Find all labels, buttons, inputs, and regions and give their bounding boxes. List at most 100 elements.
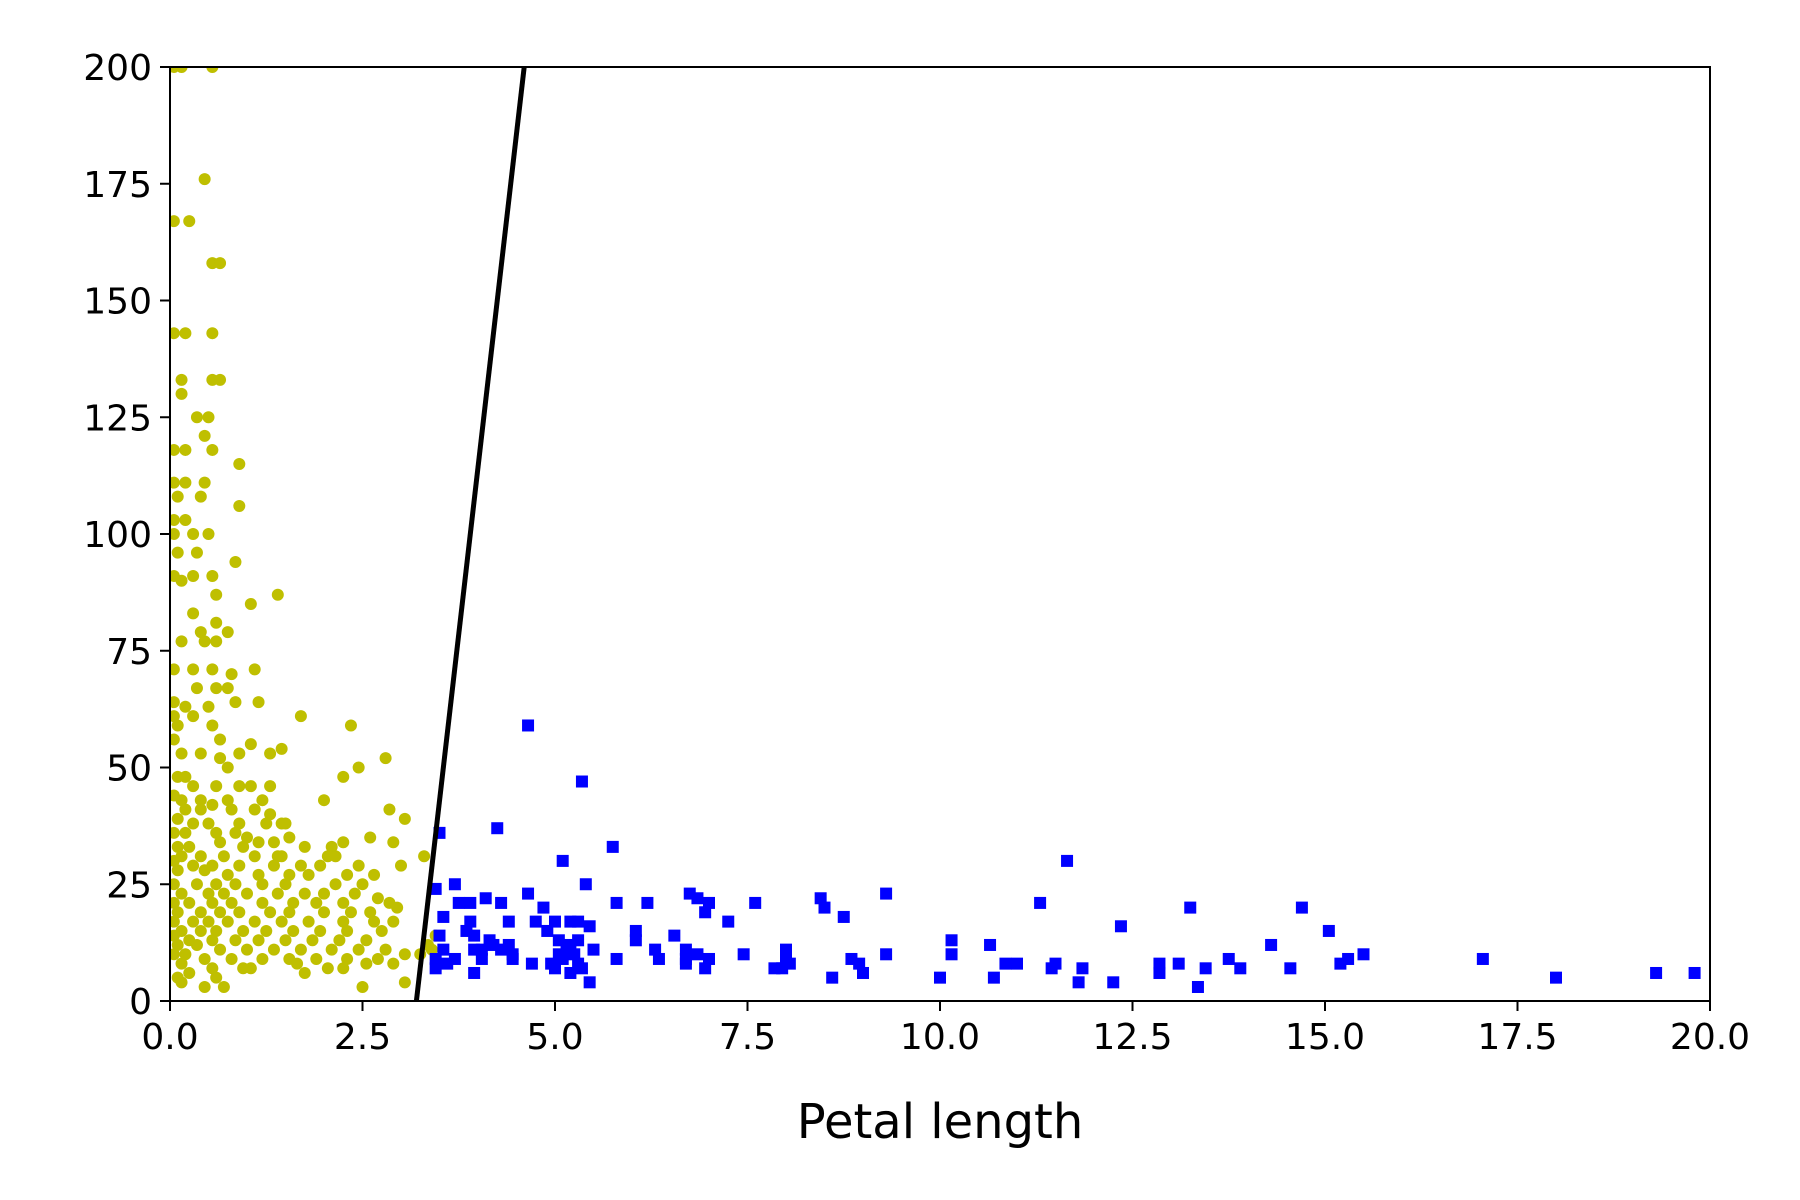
data-point-square [1322,924,1335,937]
data-point-circle [187,663,200,676]
data-point-circle [214,257,227,270]
data-point-square [437,943,450,956]
data-point-circle [198,980,211,993]
data-point-square [583,920,596,933]
data-point-square [853,957,866,970]
data-point-circle [233,859,246,872]
data-point-circle [264,747,277,760]
data-point-circle [341,924,354,937]
data-point-circle [194,906,207,919]
data-point-circle [175,574,188,587]
x-tick-label: 17.5 [1477,1017,1557,1058]
data-point-circle [170,915,180,928]
data-point-circle [260,924,273,937]
data-point-circle [194,924,207,937]
data-point-square [699,962,712,975]
data-point-square [814,892,827,905]
data-point-square [629,924,642,937]
data-point-circle [175,976,188,989]
data-point-circle [364,906,377,919]
data-point-circle [233,499,246,512]
data-point-square [1076,962,1089,975]
data-point-circle [198,429,211,442]
data-point-circle [221,794,234,807]
data-point-square [587,943,600,956]
data-point-square [703,896,715,909]
data-point-square [987,971,1000,984]
y-tick-label: 150 [83,282,152,323]
x-tick-label: 7.5 [719,1017,776,1058]
data-point-circle [325,943,338,956]
data-point-circle [202,528,215,540]
data-point-circle [187,780,200,793]
data-point-circle [183,966,196,979]
data-point-circle [229,696,242,709]
data-point-circle [179,826,192,839]
data-point-square [433,929,446,942]
data-point-circle [194,850,207,863]
data-point-square [556,952,569,965]
data-point-circle [170,528,180,540]
data-point-square [448,878,461,891]
data-point-circle [171,812,184,825]
data-point-square [945,948,958,961]
data-point-square [479,892,492,905]
data-point-circle [175,794,188,807]
data-point-circle [256,952,269,965]
data-point-circle [171,546,184,559]
data-point-circle [170,878,180,891]
data-point-circle [210,878,223,891]
data-point-circle [383,803,396,816]
data-point-circle [179,700,192,713]
data-point-circle [310,952,323,965]
data-point-circle [175,67,188,73]
x-axis: 0.0 2.5 5.0 7.5 10.0 12.5 15.0 17.5 20.0 [141,1001,1750,1058]
data-point-circle [344,906,357,919]
data-point-circle [179,513,192,526]
data-point-circle [175,387,188,400]
data-point-circle [298,966,311,979]
data-point-circle [221,626,234,639]
data-point-square [1295,901,1308,914]
data-point-square [1265,938,1278,951]
data-point-circle [302,915,315,928]
data-point-circle [206,327,219,340]
data-point-square [1072,976,1085,989]
data-point-square [880,948,893,961]
data-point-square [722,915,735,928]
data-point-square [1222,952,1235,965]
y-tick-label: 75 [106,632,152,673]
data-point-circle [221,682,234,695]
data-point-circle [170,896,180,909]
data-point-circle [267,836,280,849]
data-point-circle [360,957,373,970]
data-point-circle [271,887,284,900]
data-point-circle [294,943,307,956]
data-point-square [1034,896,1047,909]
data-point-circle [179,770,192,783]
data-point-circle [360,934,373,947]
x-tick-label: 5.0 [526,1017,583,1058]
data-point-circle [179,327,192,340]
data-point-square [491,822,504,835]
data-point-square [999,957,1012,970]
data-point-circle [175,887,188,900]
y-tick-label: 125 [83,398,152,439]
data-point-square [945,934,958,947]
data-point-square [826,971,839,984]
data-point-circle [183,896,196,909]
data-point-circle [190,682,203,695]
data-point-circle [352,859,365,872]
data-point-circle [210,826,223,839]
data-point-square [837,910,850,923]
data-point-circle [256,878,269,891]
data-point-circle [217,850,230,863]
data-point-circle [298,840,311,853]
data-point-circle [252,696,265,709]
data-point-circle [244,962,257,975]
data-point-square [629,934,642,947]
y-tick-label: 25 [106,865,152,906]
data-point-circle [233,817,246,830]
data-point-circle [248,803,261,816]
data-point-circle [337,896,350,909]
